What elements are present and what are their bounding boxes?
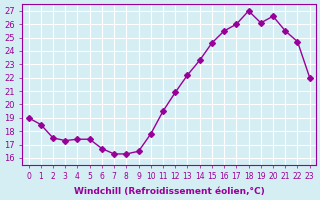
X-axis label: Windchill (Refroidissement éolien,°C): Windchill (Refroidissement éolien,°C) — [74, 187, 265, 196]
